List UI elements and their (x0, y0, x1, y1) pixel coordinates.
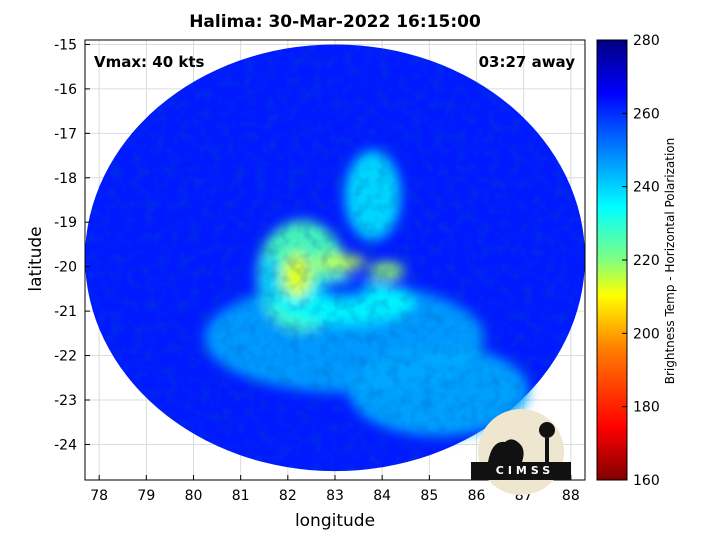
logo-tank-icon (539, 422, 555, 438)
x-tick-label: 86 (468, 488, 486, 504)
x-tick-label: 83 (326, 488, 344, 504)
x-tick-label: 81 (232, 488, 250, 504)
colorbar-tick-label: 220 (633, 253, 660, 269)
time-away-annotation: 03:27 away (478, 53, 575, 71)
colorbar-tick-label: 180 (633, 400, 660, 416)
chart-title: Halima: 30-Mar-2022 16:15:00 (189, 12, 481, 32)
y-tick-label: -24 (54, 437, 77, 453)
x-tick-label: 84 (373, 488, 391, 504)
x-tick-label: 82 (279, 488, 297, 504)
y-tick-label: -22 (54, 349, 77, 365)
colorbar-tick-label: 280 (633, 33, 660, 49)
y-axis-label: latitude (26, 226, 46, 292)
vmax-annotation: Vmax: 40 kts (94, 53, 205, 71)
satellite-swath (85, 44, 585, 472)
plot-area: 78 79 80 81 82 83 84 85 86 87 88 -15-16-17-18-19-2… (54, 37, 586, 504)
y-tick-label: -18 (54, 171, 77, 187)
colorbar-tick-label: 260 (633, 106, 660, 122)
x-tick-label: 88 (562, 488, 580, 504)
logo-tower-icon (545, 438, 549, 462)
colorbar-label: Brightness Temp - Horizontal Polarizatio… (663, 137, 677, 385)
y-tick-label: -20 (54, 260, 77, 276)
x-tick-label: 85 (420, 488, 438, 504)
x-tick-label: 79 (137, 488, 155, 504)
logo-text: CIMSS (495, 464, 555, 477)
colorbar-tick-label: 160 (633, 473, 660, 489)
colorbar-tick-label: 200 (633, 326, 660, 342)
logo-dish-icon (488, 439, 524, 462)
y-tick-label: -15 (54, 37, 77, 53)
colorbar: 160 180 200 220 240 260 280 (596, 33, 660, 489)
x-tick-label: 80 (185, 488, 203, 504)
logo-ground (471, 462, 571, 480)
y-axis: -15 -16 -17 -18 -19 -20 -21 -22 -23 -24 (54, 37, 90, 453)
y-tick-label: -16 (54, 82, 77, 98)
colorbar-ticks: 160 180 200 220 240 260 280 (622, 33, 660, 489)
swath-texture (85, 44, 585, 472)
y-tick-label: -21 (54, 304, 77, 320)
y-tick-label: -19 (54, 215, 77, 231)
x-axis-label: longitude (294, 511, 376, 531)
cimss-logo (471, 409, 571, 495)
x-tick-label: 78 (90, 488, 108, 504)
colorbar-tick-label: 240 (633, 180, 660, 196)
y-tick-label: -23 (54, 393, 77, 409)
y-tick-label: -17 (54, 126, 77, 142)
